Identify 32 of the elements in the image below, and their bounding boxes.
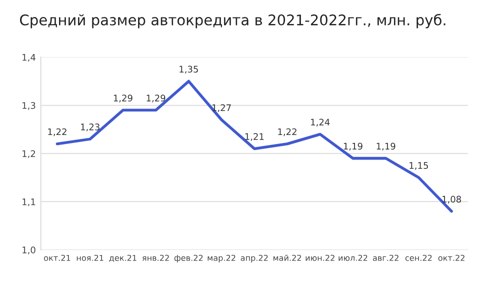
data-label: 1,19 [344,142,362,151]
x-tick-label: авг.22 [372,254,398,261]
x-tick-label: фев.22 [174,254,203,262]
data-label: 1,29 [114,94,132,102]
x-tick-label: сен.22 [405,254,432,261]
y-tick-label: 1,0 [22,246,36,254]
x-tick-label: янв.22 [142,254,169,261]
x-tick-label: май.22 [273,254,301,261]
y-tick-label: 1,3 [22,102,36,110]
data-label: 1,15 [410,162,428,170]
data-label: 1,24 [311,118,330,126]
data-label: 1,23 [81,124,100,132]
x-tick-label: мар.22 [208,254,236,262]
x-tick-label: окт.22 [438,254,464,261]
data-label: 1,27 [212,104,231,112]
y-tick-label: 1,2 [22,150,36,158]
y-tick-label: 1,1 [22,198,36,206]
data-label: 1,21 [245,133,264,141]
data-label: 1,29 [146,94,166,102]
data-label: 1,35 [180,66,198,74]
data-label: 1,08 [442,196,461,204]
data-label: 1,19 [376,142,396,151]
x-tick-label: ноя.21 [76,254,104,261]
y-tick-label: 1,4 [22,54,36,62]
x-tick-label: окт.21 [44,254,70,261]
data-label: 1,22 [278,128,296,136]
data-label: 1,22 [48,128,66,136]
chart-title: Средний размер автокредита в 2021-2022гг., млн. руб. [20,14,446,28]
x-tick-label: июн.22 [306,254,334,261]
x-tick-label: июл.22 [338,254,368,261]
x-tick-label: дек.21 [109,254,136,262]
x-tick-label: апр.22 [240,254,268,262]
